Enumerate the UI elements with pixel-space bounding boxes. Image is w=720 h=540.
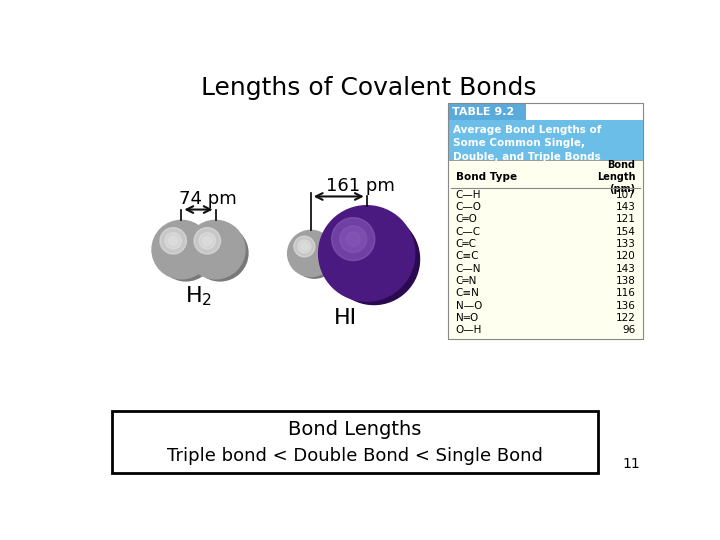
Text: Lengths of Covalent Bonds: Lengths of Covalent Bonds [202, 76, 536, 100]
Text: 122: 122 [616, 313, 636, 323]
Text: Bond Lengths: Bond Lengths [289, 420, 422, 439]
Circle shape [328, 214, 420, 305]
Circle shape [194, 228, 220, 254]
Circle shape [294, 236, 315, 257]
Text: N—O: N—O [456, 301, 482, 310]
Text: N═O: N═O [456, 313, 478, 323]
Text: 161 pm: 161 pm [326, 178, 395, 195]
Text: 136: 136 [616, 301, 636, 310]
Text: 154: 154 [616, 227, 636, 237]
Text: C—O: C—O [456, 202, 482, 212]
Text: O—H: O—H [456, 325, 482, 335]
Circle shape [192, 225, 248, 281]
Bar [448, 103, 644, 339]
Bar [448, 160, 644, 339]
Text: 138: 138 [616, 276, 636, 286]
Text: Triple bond < Double Bond < Single Bond: Triple bond < Double Bond < Single Bond [167, 447, 543, 465]
Circle shape [287, 231, 334, 276]
Circle shape [346, 232, 361, 246]
Text: 107: 107 [616, 190, 636, 200]
Bar [448, 120, 644, 160]
Text: C═O: C═O [456, 214, 477, 225]
Circle shape [168, 237, 178, 245]
Circle shape [158, 225, 214, 281]
Circle shape [203, 237, 212, 245]
Text: C≡N: C≡N [456, 288, 480, 298]
Text: C—N: C—N [456, 264, 481, 274]
Text: C≡C: C≡C [456, 252, 480, 261]
Text: 96: 96 [622, 325, 636, 335]
Circle shape [332, 218, 375, 261]
Circle shape [301, 243, 308, 250]
Circle shape [165, 233, 181, 249]
Text: H$_2$: H$_2$ [185, 284, 212, 308]
Circle shape [340, 226, 366, 253]
Circle shape [160, 228, 186, 254]
Text: C—C: C—C [456, 227, 481, 237]
Circle shape [186, 220, 245, 279]
Bar [112, 411, 598, 473]
Circle shape [292, 234, 336, 278]
Text: 116: 116 [616, 288, 636, 298]
Bar [448, 103, 526, 120]
Text: Average Bond Lengths of
Some Common Single,
Double, and Triple Bonds: Average Bond Lengths of Some Common Sing… [453, 125, 601, 162]
Text: 120: 120 [616, 252, 636, 261]
Circle shape [152, 220, 211, 279]
Text: 74 pm: 74 pm [179, 190, 237, 208]
Text: C═N: C═N [456, 276, 477, 286]
Circle shape [298, 240, 311, 253]
Text: 143: 143 [616, 202, 636, 212]
Text: TABLE 9.2: TABLE 9.2 [452, 107, 514, 117]
Circle shape [319, 206, 415, 301]
Text: 143: 143 [616, 264, 636, 274]
Text: Bond
Length
(pm): Bond Length (pm) [597, 160, 636, 194]
Text: C═C: C═C [456, 239, 477, 249]
Text: 121: 121 [616, 214, 636, 225]
Text: 133: 133 [616, 239, 636, 249]
Text: C—H: C—H [456, 190, 481, 200]
Text: 11: 11 [622, 457, 640, 471]
Text: Bond Type: Bond Type [456, 172, 517, 182]
Circle shape [199, 233, 215, 249]
Text: HI: HI [334, 308, 357, 328]
